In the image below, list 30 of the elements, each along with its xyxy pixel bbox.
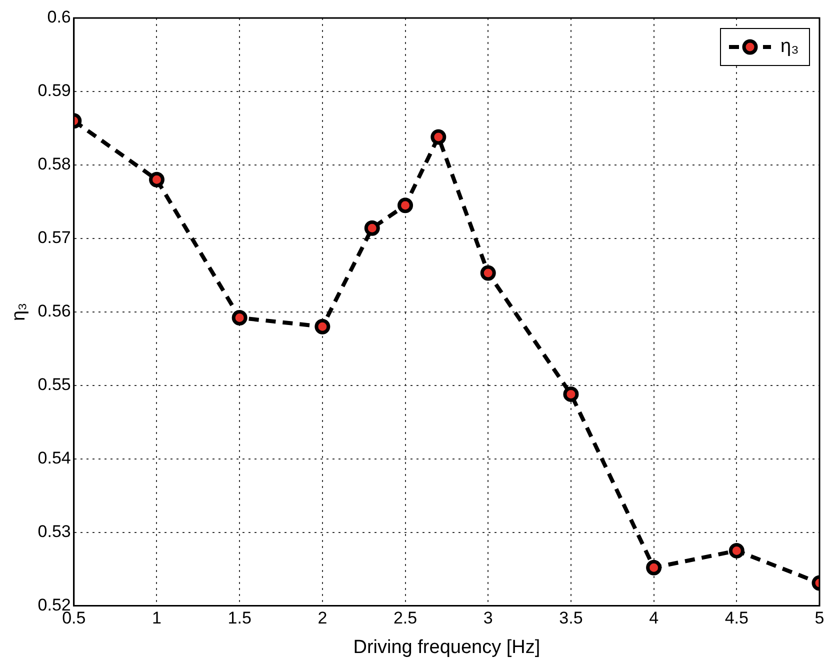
point [398, 198, 414, 214]
point [232, 310, 248, 326]
point [646, 560, 662, 576]
point [148, 172, 164, 188]
y-tick-label: 0.59 [38, 81, 71, 100]
y-tick-label: 0.54 [38, 448, 71, 468]
point [480, 265, 496, 281]
y-tick-label: 0.56 [38, 302, 71, 321]
x-tick-label: 1.5 [228, 608, 252, 628]
legend-label: η₃ [780, 36, 799, 58]
y-tick-label: 0.6 [47, 8, 71, 27]
x-tick-label: 2.5 [393, 608, 418, 628]
point [563, 386, 579, 402]
point [364, 220, 380, 236]
x-tick-label: 5 [814, 608, 824, 628]
x-tick-label: 4 [649, 608, 659, 628]
x-tick-label: 3.5 [559, 608, 583, 628]
point [314, 318, 330, 334]
point [430, 129, 446, 145]
x-axis-title: Driving frequency [Hz] [353, 636, 540, 658]
x-tick-label: 2 [318, 608, 328, 628]
y-axis-title: η₃ [8, 302, 30, 322]
y-tick-label: 0.53 [38, 522, 71, 542]
point [728, 542, 744, 558]
y-tick-label: 0.55 [38, 375, 71, 394]
y-tick-label: 0.58 [38, 154, 71, 174]
x-tick-label: 3 [483, 608, 493, 628]
x-tick-label: 1 [152, 608, 162, 628]
y-tick-label: 0.57 [38, 228, 71, 248]
x-tick-label: 4.5 [724, 608, 748, 628]
